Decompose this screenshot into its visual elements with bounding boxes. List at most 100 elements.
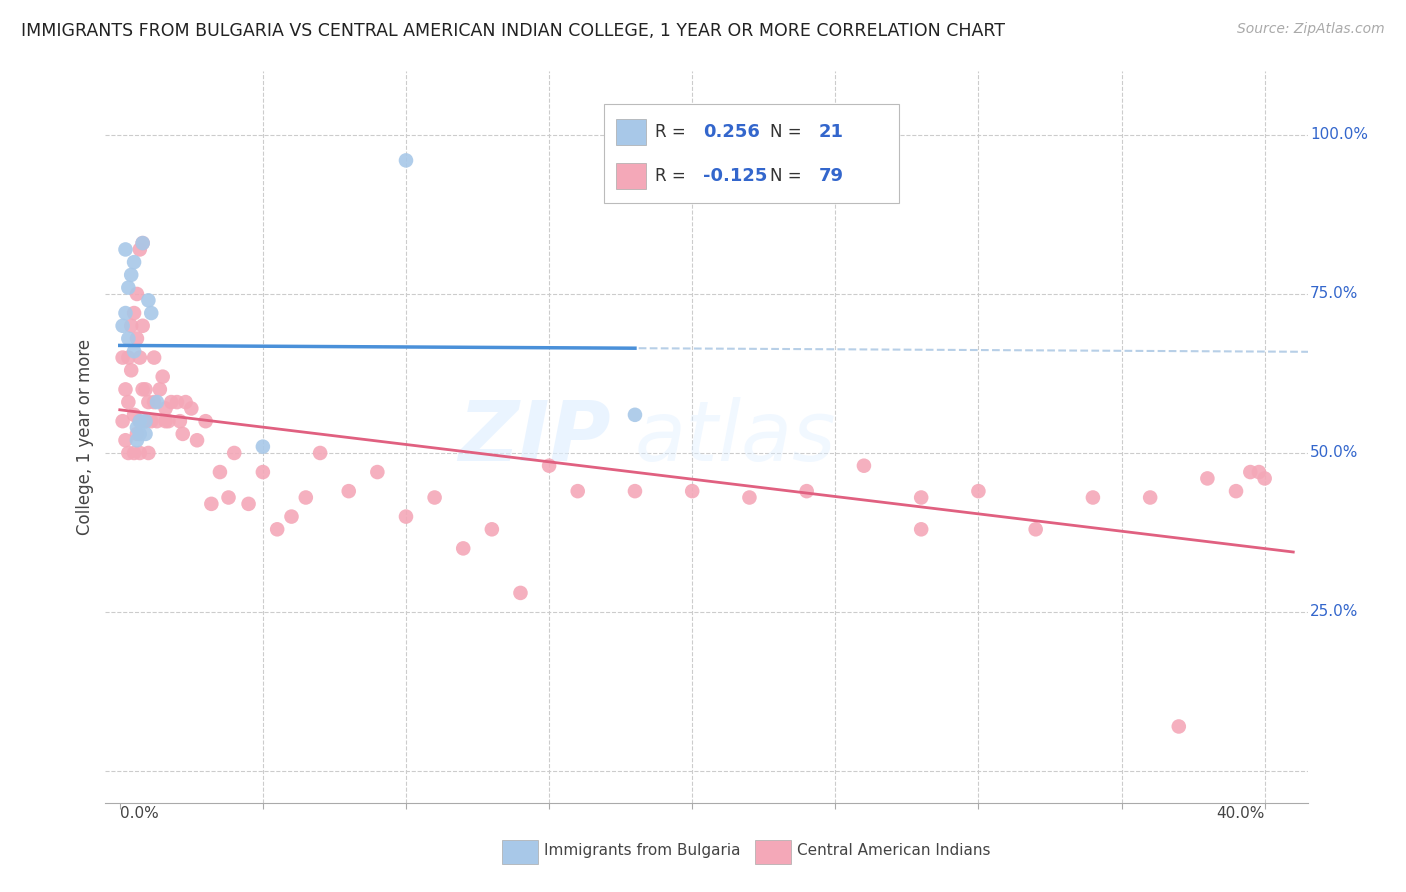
Point xyxy=(423,491,446,505)
Point xyxy=(117,395,139,409)
Bar xyxy=(616,163,647,189)
Text: -0.125: -0.125 xyxy=(703,167,768,185)
Point xyxy=(567,484,589,499)
Text: 0.256: 0.256 xyxy=(703,123,759,141)
Text: 79: 79 xyxy=(818,167,844,185)
Point xyxy=(157,414,180,428)
Point xyxy=(114,306,136,320)
Point xyxy=(509,586,531,600)
Point xyxy=(852,458,875,473)
Point xyxy=(186,434,208,448)
Point xyxy=(169,414,191,428)
Point xyxy=(796,484,818,499)
Point xyxy=(194,414,217,428)
Point xyxy=(160,395,183,409)
Point xyxy=(149,383,172,397)
Point xyxy=(155,401,177,416)
Point xyxy=(309,446,332,460)
Point xyxy=(128,414,150,428)
Point xyxy=(1253,471,1275,485)
Point xyxy=(1167,719,1189,733)
Text: 75.0%: 75.0% xyxy=(1310,286,1358,301)
Point xyxy=(152,369,174,384)
Point xyxy=(114,434,136,448)
Text: ZIP: ZIP xyxy=(458,397,610,477)
Y-axis label: College, 1 year or more: College, 1 year or more xyxy=(76,339,94,535)
Point xyxy=(114,243,136,257)
Bar xyxy=(616,120,647,145)
Point xyxy=(252,440,274,454)
Point xyxy=(125,287,148,301)
Point xyxy=(125,426,148,441)
Point xyxy=(117,446,139,460)
Point xyxy=(117,351,139,365)
Point xyxy=(624,408,647,422)
Point xyxy=(128,351,150,365)
Point xyxy=(120,363,142,377)
Point xyxy=(224,446,246,460)
Text: R =: R = xyxy=(655,123,690,141)
Point xyxy=(122,344,145,359)
Point xyxy=(146,414,169,428)
Point xyxy=(252,465,274,479)
Text: atlas: atlas xyxy=(634,397,837,477)
Point xyxy=(141,414,163,428)
Point xyxy=(114,383,136,397)
Point xyxy=(125,434,148,448)
Point xyxy=(172,426,194,441)
Point xyxy=(122,255,145,269)
Point xyxy=(131,383,153,397)
Text: 40.0%: 40.0% xyxy=(1216,806,1264,821)
Point xyxy=(146,395,169,409)
Text: N =: N = xyxy=(770,123,807,141)
Point xyxy=(395,509,418,524)
Point xyxy=(1247,465,1270,479)
Point xyxy=(155,414,177,428)
Point xyxy=(143,395,166,409)
Point xyxy=(135,414,156,428)
Point xyxy=(131,236,153,251)
Point xyxy=(218,491,240,505)
Point xyxy=(1081,491,1104,505)
Text: 50.0%: 50.0% xyxy=(1310,445,1358,460)
Point xyxy=(135,414,156,428)
Point xyxy=(451,541,474,556)
Point xyxy=(337,484,360,499)
Point xyxy=(295,491,318,505)
Point xyxy=(238,497,260,511)
Point xyxy=(266,522,288,536)
Text: IMMIGRANTS FROM BULGARIA VS CENTRAL AMERICAN INDIAN COLLEGE, 1 YEAR OR MORE CORR: IMMIGRANTS FROM BULGARIA VS CENTRAL AMER… xyxy=(21,22,1005,40)
Text: 25.0%: 25.0% xyxy=(1310,605,1358,619)
Point xyxy=(180,401,202,416)
Point xyxy=(143,351,166,365)
Point xyxy=(128,243,150,257)
Text: 0.0%: 0.0% xyxy=(120,806,159,821)
Point xyxy=(122,446,145,460)
Point xyxy=(200,497,222,511)
Text: R =: R = xyxy=(655,167,690,185)
Point xyxy=(174,395,197,409)
Point xyxy=(1139,491,1161,505)
Point xyxy=(141,306,163,320)
Point xyxy=(125,331,148,345)
Point xyxy=(1239,465,1261,479)
Point xyxy=(538,458,561,473)
Point xyxy=(117,331,139,345)
Point xyxy=(738,491,761,505)
Point xyxy=(120,268,142,282)
Point xyxy=(910,522,932,536)
Point xyxy=(967,484,990,499)
Point xyxy=(1197,471,1219,485)
Text: Source: ZipAtlas.com: Source: ZipAtlas.com xyxy=(1237,22,1385,37)
Point xyxy=(1225,484,1247,499)
Point xyxy=(131,318,153,333)
Point xyxy=(131,236,153,251)
Point xyxy=(128,414,150,428)
Point xyxy=(366,465,388,479)
Point xyxy=(166,395,188,409)
Point xyxy=(111,351,134,365)
Text: Central American Indians: Central American Indians xyxy=(797,843,990,858)
Point xyxy=(138,446,160,460)
Text: 100.0%: 100.0% xyxy=(1310,128,1368,143)
Text: 21: 21 xyxy=(818,123,844,141)
